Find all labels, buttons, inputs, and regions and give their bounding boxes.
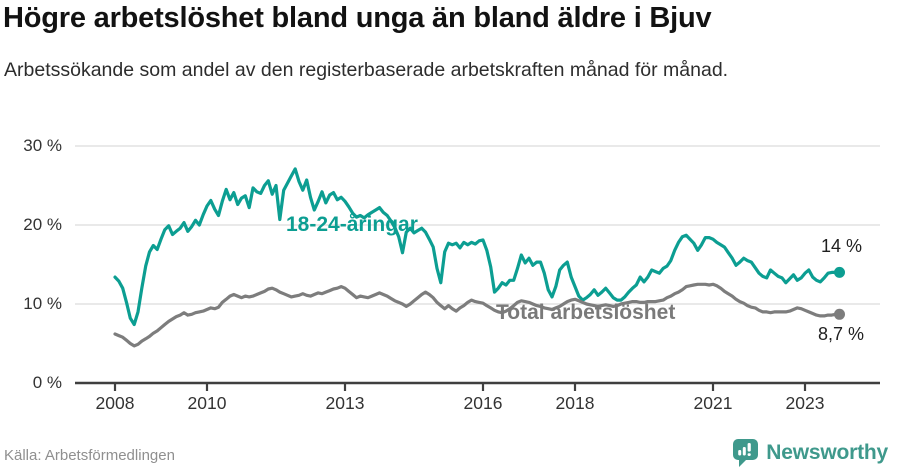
x-axis-label: 2010 bbox=[187, 393, 227, 413]
y-axis-label: 0 % bbox=[32, 373, 62, 392]
x-axis-label: 2013 bbox=[325, 393, 365, 413]
x-axis-label: 2018 bbox=[555, 393, 595, 413]
y-axis-label: 20 % bbox=[23, 215, 62, 234]
newsworthy-logo: Newsworthy bbox=[732, 438, 888, 468]
end-value-young: 14 % bbox=[820, 236, 862, 256]
x-axis-label: 2008 bbox=[95, 393, 135, 413]
source-note: Källa: Arbetsförmedlingen bbox=[4, 447, 175, 464]
series-label-young: 18-24-åringar bbox=[286, 213, 418, 236]
y-axis-label: 10 % bbox=[23, 294, 62, 313]
series-label-total: Total arbetslöshet bbox=[496, 301, 676, 324]
x-axis-label: 2023 bbox=[785, 393, 825, 413]
chart-title: Högre arbetslöshet bland unga än bland ä… bbox=[3, 2, 712, 34]
chart-subtitle: Arbetssökande som andel av den registerb… bbox=[4, 59, 729, 81]
x-axis-label: 2016 bbox=[463, 393, 503, 413]
end-value-total: 8,7 % bbox=[817, 324, 864, 344]
newsworthy-icon bbox=[733, 439, 759, 467]
line-chart bbox=[75, 145, 880, 391]
x-axis-label: 2021 bbox=[693, 393, 733, 413]
newsworthy-wordmark: Newsworthy bbox=[766, 441, 888, 464]
y-axis-label: 30 % bbox=[23, 136, 62, 155]
